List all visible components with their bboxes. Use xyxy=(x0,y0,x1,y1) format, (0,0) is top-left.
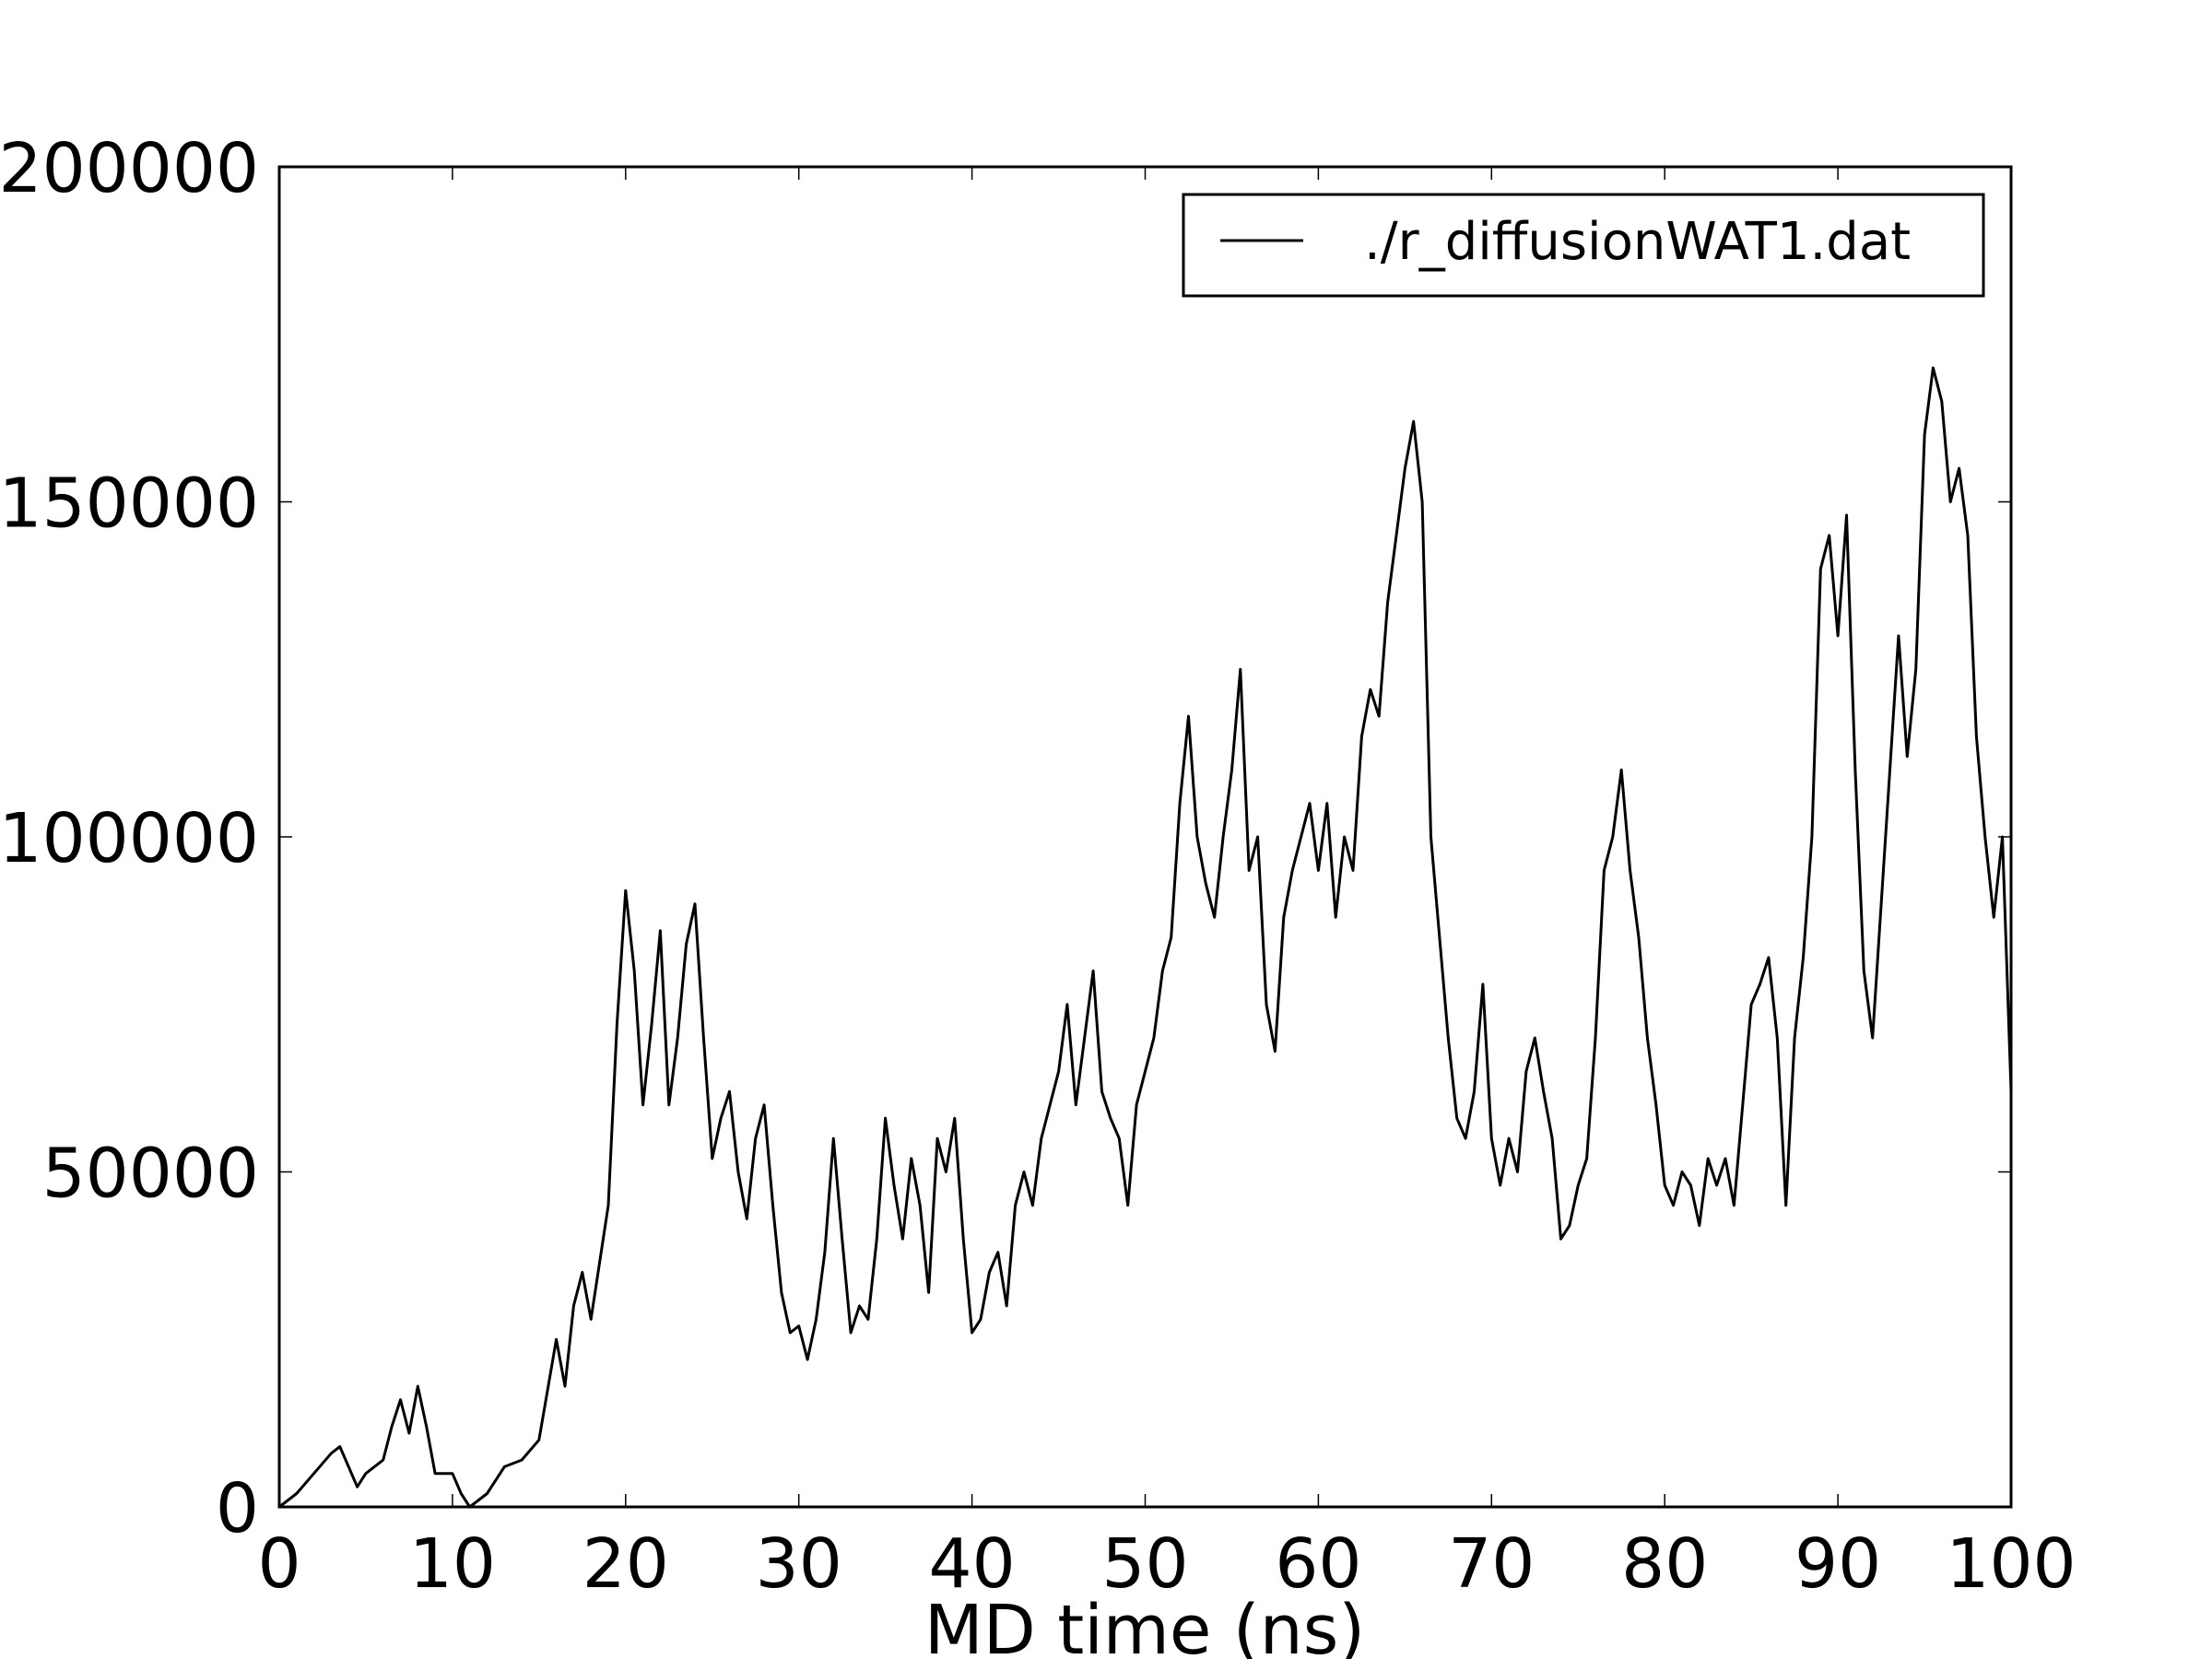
x-tick-label: 50 xyxy=(1101,1524,1188,1604)
legend-box xyxy=(1182,193,1985,298)
x-tick-label: 70 xyxy=(1448,1524,1535,1604)
x-tick-label: 100 xyxy=(1946,1524,2076,1604)
x-tick-label: 0 xyxy=(257,1524,300,1604)
y-tick-label: 150000 xyxy=(0,465,259,544)
x-tick-label: 40 xyxy=(929,1524,1016,1604)
y-tick-label: 50000 xyxy=(42,1135,259,1214)
x-tick-label: 60 xyxy=(1275,1524,1361,1604)
plot-frame xyxy=(277,165,2013,1509)
legend-label: ./r_diffusionWAT1.dat xyxy=(1364,212,1911,272)
x-tick-label: 10 xyxy=(409,1524,496,1604)
x-axis-label: MD time (ns) xyxy=(924,1591,1365,1659)
x-tick-label: 30 xyxy=(756,1524,842,1604)
data-line xyxy=(278,366,2013,1509)
x-tick-label: 80 xyxy=(1621,1524,1708,1604)
y-tick-label: 0 xyxy=(216,1469,259,1548)
y-tick-label: 200000 xyxy=(0,129,259,208)
y-tick-label: 100000 xyxy=(0,799,259,878)
x-tick-label: 90 xyxy=(1794,1524,1881,1604)
x-tick-label: 20 xyxy=(582,1524,669,1604)
